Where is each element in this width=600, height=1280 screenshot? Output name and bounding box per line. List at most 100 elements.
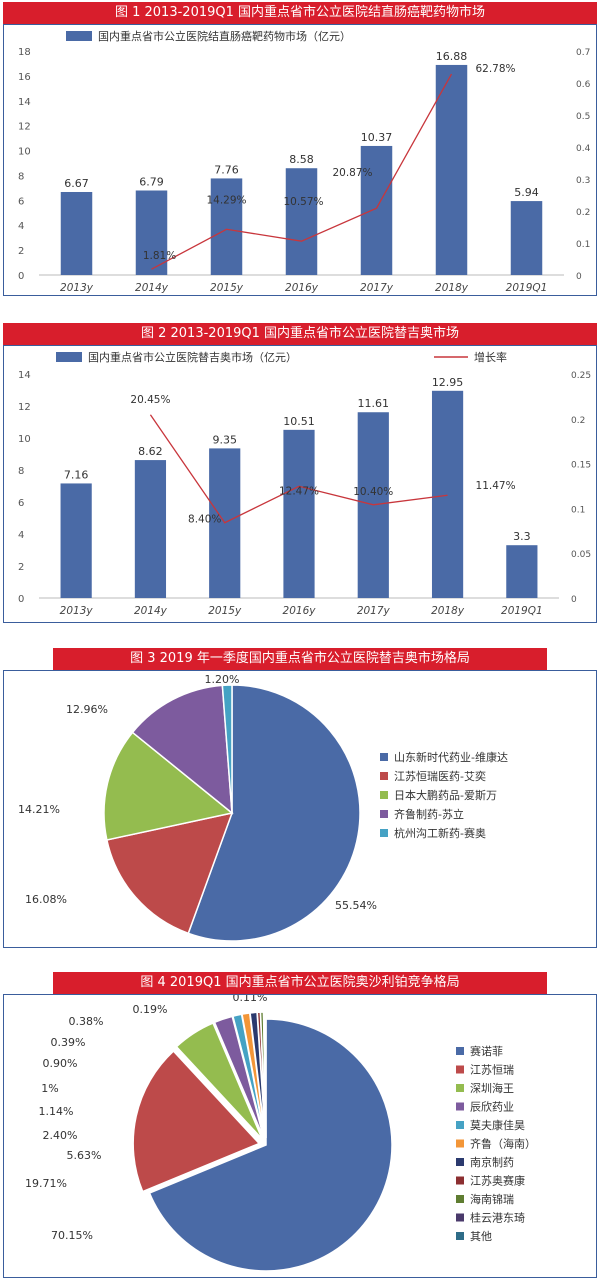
fig3-legend-label: 日本大鹏药品-爱斯万 — [394, 788, 497, 802]
fig4-legend-swatch — [456, 1121, 464, 1129]
fig1-y2-tick: 0.6 — [576, 80, 591, 90]
fig3-slice — [187, 684, 361, 942]
fig1-bar — [60, 191, 93, 275]
fig1-bar — [210, 178, 243, 275]
fig4-legend-label: 南京制药 — [470, 1155, 514, 1169]
fig2-y2-tick: 0.15 — [571, 461, 591, 471]
fig4-legend-label: 深圳海王 — [470, 1081, 514, 1095]
fig4-legend-label: 桂云港东琦 — [470, 1211, 525, 1225]
fig3-legend-swatch — [380, 753, 388, 761]
fig2-y-tick: 14 — [18, 370, 31, 381]
fig1-growth-label: 20.87% — [332, 167, 372, 179]
fig2-growth-label: 11.47% — [476, 480, 516, 492]
fig2-y2-tick: 0.05 — [571, 550, 591, 560]
fig3-slice — [105, 811, 234, 935]
fig1-y-tick: 4 — [18, 221, 24, 232]
fig4-legend-label: 莫夫康佳昊 — [470, 1118, 525, 1132]
fig1-bar-value: 5.94 — [514, 186, 539, 199]
figure-2-title: 图 2 2013-2019Q1 国内重点省市公立医院替吉奥市场 — [3, 323, 597, 345]
fig1-bar — [135, 190, 168, 275]
fig4-legend-swatch — [456, 1102, 464, 1111]
fig1-y2-tick: 0.5 — [576, 112, 590, 122]
bar-line-chart-1: 0 2 4 6 8 10 12 14 16 18 0 0.1 0.2 0.3 0.4 0.5 0.6 0.7 6.6… — [18, 29, 591, 294]
fig2-bar-value: 10.51 — [283, 415, 315, 428]
fig4-legend-label: 江苏恒瑞 — [470, 1063, 514, 1077]
fig2-bar-value: 12.95 — [432, 376, 464, 389]
fig4-legend-swatch — [456, 1232, 464, 1240]
figure-4: 图 4 2019Q1 国内重点省市公立医院奥沙利铂竞争格局 70.15% 19.7… — [3, 972, 597, 1278]
fig1-bar — [510, 201, 543, 275]
fig4-slice-label: 1.14% — [39, 1105, 74, 1118]
fig1-bar-value: 7.76 — [214, 163, 239, 176]
fig1-bar-value: 6.79 — [139, 176, 164, 189]
fig3-slice-label: 12.96% — [66, 703, 108, 716]
fig1-bar-value: 8.58 — [289, 153, 314, 166]
fig2-bar-value: 9.35 — [212, 433, 237, 446]
fig2-legend-line-label: 增长率 — [474, 350, 507, 364]
fig1-growth-line — [151, 73, 453, 270]
fig4-slice — [132, 1050, 261, 1193]
figure-4-frame: 70.15% 19.71% 5.63% 2.40% 1.14% 1% 0.90% 0.39% 0… — [3, 991, 597, 1278]
fig2-x-tick: 2015y — [208, 605, 242, 617]
fig2-x-tick: 2017y — [357, 605, 391, 617]
fig3-legend-swatch — [380, 772, 388, 780]
fig1-bar-value: 6.67 — [64, 177, 89, 190]
fig1-y-tick: 14 — [18, 97, 31, 108]
fig4-slice-label: 2.40% — [43, 1129, 78, 1142]
fig3-legend-swatch — [380, 829, 388, 837]
fig1-y-tick: 18 — [18, 47, 31, 58]
fig2-y-tick: 12 — [18, 402, 31, 413]
fig2-y-tick: 10 — [18, 434, 31, 445]
fig2-y-tick: 6 — [18, 498, 24, 509]
fig3-slice-label: 14.21% — [18, 803, 60, 816]
fig4-legend-swatch — [456, 1195, 464, 1203]
fig1-bar — [435, 64, 468, 275]
fig1-growth-label: 14.29% — [206, 194, 246, 206]
fig1-bar-value: 16.88 — [436, 50, 468, 63]
fig1-y-tick: 0 — [18, 271, 24, 282]
fig2-bar-value: 8.62 — [138, 445, 163, 458]
fig1-x-tick: 2015y — [210, 282, 244, 293]
fig4-slice-label: 19.71% — [25, 1177, 67, 1190]
fig4-slice-label: 0.39% — [51, 1036, 86, 1049]
fig2-bar — [506, 545, 538, 598]
figure-4-title: 图 4 2019Q1 国内重点省市公立医院奥沙利铂竞争格局 — [53, 972, 547, 994]
fig2-y-tick: 0 — [18, 594, 24, 605]
fig4-slice — [264, 1011, 267, 1139]
fig4-legend-swatch — [456, 1213, 464, 1222]
fig1-legend-label: 国内重点省市公立医院结直肠癌靶药物市场（亿元） — [98, 29, 351, 43]
fig1-y2-tick: 0.3 — [576, 176, 590, 186]
fig1-legend-swatch — [66, 31, 92, 41]
fig4-slice-label: 0.90% — [43, 1057, 78, 1070]
fig2-x-tick: 2019Q1 — [501, 605, 543, 617]
fig1-y2-tick: 0.1 — [576, 240, 590, 250]
figure-3-title: 图 3 2019 年一季度国内重点省市公立医院替吉奥市场格局 — [53, 648, 547, 670]
fig2-y2-tick: 0 — [571, 595, 577, 605]
fig3-legend-label: 山东新时代药业-维康达 — [394, 750, 508, 764]
fig3-slice-label: 1.20% — [205, 673, 240, 686]
fig1-y-tick: 8 — [18, 171, 24, 182]
fig1-bar — [285, 168, 318, 275]
fig1-growth-label: 1.81% — [143, 250, 176, 262]
fig2-y-tick: 4 — [18, 530, 24, 541]
fig1-x-tick: 2017y — [360, 282, 394, 293]
fig2-growth-label: 20.45% — [130, 394, 170, 406]
fig2-bar — [431, 390, 464, 598]
fig1-y2-tick: 0.4 — [576, 144, 591, 154]
fig1-x-tick: 2013y — [60, 282, 94, 293]
fig2-y-tick: 8 — [18, 466, 24, 477]
fig4-legend-swatch — [456, 1139, 464, 1148]
fig1-x-tick: 2016y — [285, 282, 319, 293]
fig1-y-tick: 12 — [18, 122, 31, 133]
fig4-legend-swatch — [456, 1047, 464, 1055]
fig1-y-tick: 10 — [18, 147, 31, 158]
fig1-y2-tick: 0.7 — [576, 48, 590, 58]
fig3-slice — [103, 731, 234, 841]
fig1-x-tick: 2019Q1 — [506, 282, 548, 293]
fig2-bar — [60, 483, 92, 598]
fig4-legend-label: 齐鲁（海南） — [470, 1137, 536, 1151]
fig4-slice-label: 0.11% — [233, 995, 268, 1004]
figure-2-frame: 0 2 4 6 8 10 12 14 0 0.05 0.1 0.15 0.2 0.25 7.16 8.62 9.… — [3, 345, 597, 623]
fig2-x-tick: 2018y — [431, 605, 465, 617]
fig2-y-tick: 2 — [18, 562, 24, 573]
